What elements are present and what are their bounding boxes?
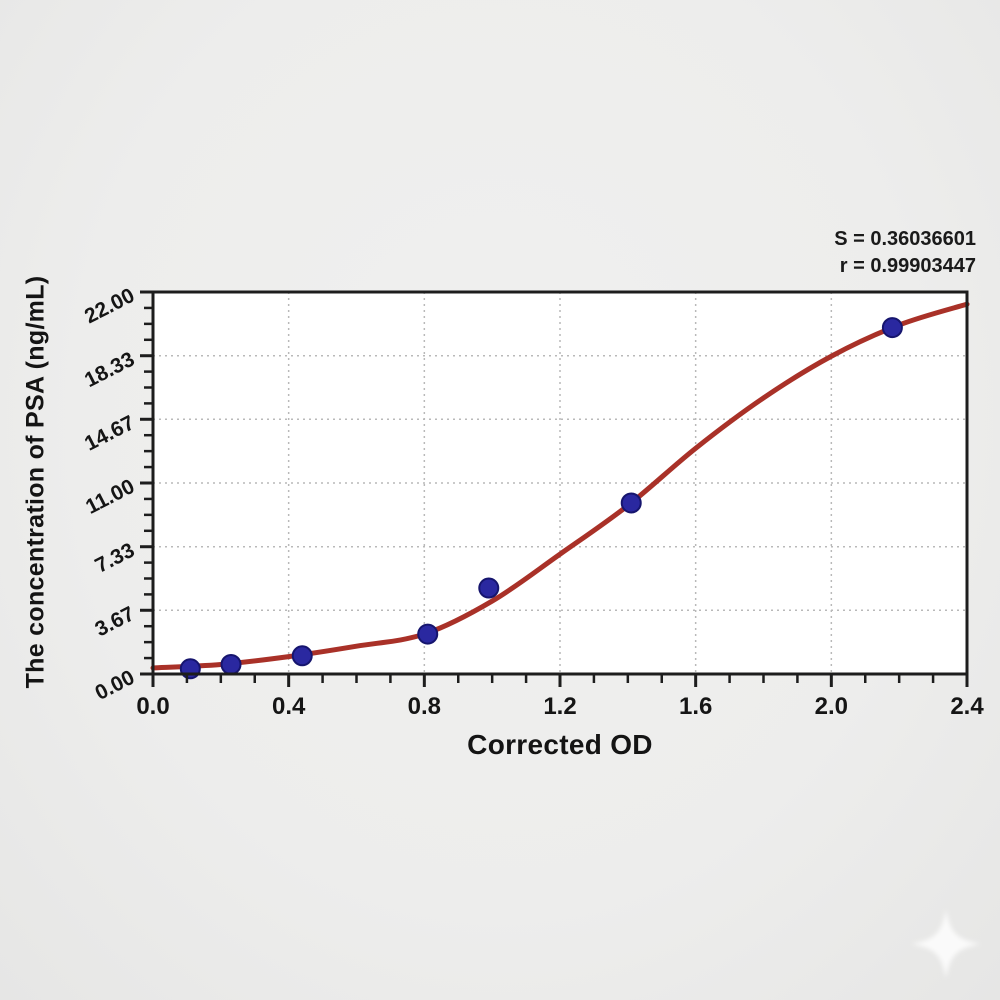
stat-s-value: S = 0.36036601 [834, 228, 976, 250]
y-axis-title: The concentration of PSA (ng/mL) [21, 275, 50, 689]
y-tick-label: 3.67 [91, 602, 138, 641]
y-tick-label: 14.67 [81, 411, 138, 455]
x-tick-label: 0.8 [408, 693, 441, 720]
x-tick-label: 0.0 [136, 693, 169, 720]
x-tick-label: 2.0 [815, 693, 848, 720]
x-tick-label: 0.4 [272, 693, 306, 720]
y-tick-label: 0.00 [91, 666, 138, 705]
data-point [417, 623, 439, 645]
y-tick-label: 11.00 [82, 475, 138, 519]
data-point [620, 492, 642, 514]
x-tick-label: 2.4 [950, 693, 984, 720]
fit-curve [150, 301, 970, 671]
data-point [478, 577, 500, 599]
y-tick-label: 22.00 [81, 284, 138, 328]
stat-r-value: r = 0.99903447 [839, 255, 976, 277]
y-tick-label: 7.33 [91, 539, 138, 578]
data-point [881, 317, 903, 339]
x-tick-label: 1.2 [543, 693, 576, 720]
data-point [291, 645, 313, 667]
x-axis-title: Corrected OD [467, 729, 653, 760]
y-tick-label: 18.33 [81, 348, 138, 392]
data-point [220, 653, 242, 675]
x-tick-label: 1.6 [679, 693, 712, 720]
fit-statistics: S = 0.36036601 r = 0.99903447 [834, 226, 976, 280]
